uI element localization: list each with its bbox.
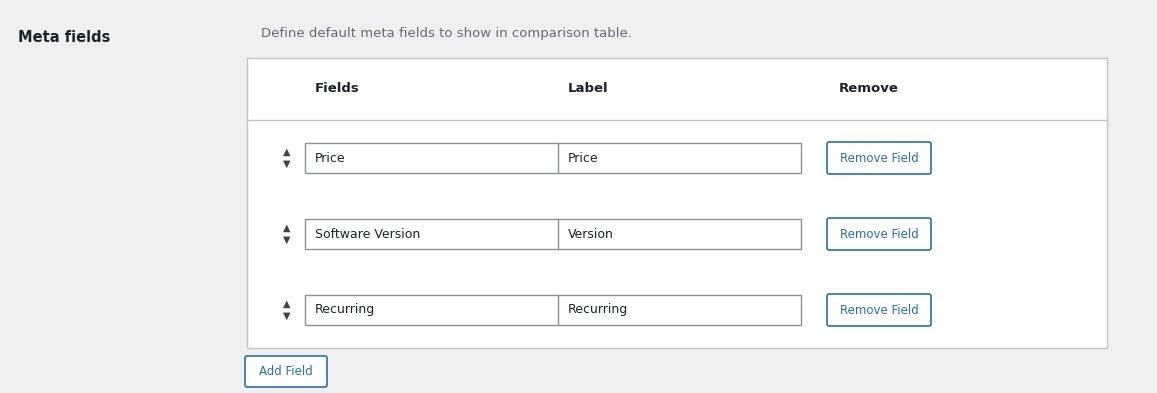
FancyBboxPatch shape bbox=[827, 218, 931, 250]
Text: Add Field: Add Field bbox=[259, 365, 312, 378]
Text: Price: Price bbox=[568, 151, 598, 165]
Text: Recurring: Recurring bbox=[568, 303, 628, 316]
Text: Fields: Fields bbox=[315, 83, 360, 95]
FancyBboxPatch shape bbox=[827, 294, 931, 326]
Text: ▼: ▼ bbox=[283, 311, 290, 321]
FancyBboxPatch shape bbox=[245, 356, 327, 387]
Bar bbox=[305, 295, 801, 325]
Text: ▲: ▲ bbox=[283, 147, 290, 157]
Text: Remove Field: Remove Field bbox=[840, 303, 919, 316]
FancyBboxPatch shape bbox=[827, 142, 931, 174]
Text: Remove Field: Remove Field bbox=[840, 228, 919, 241]
Text: ▼: ▼ bbox=[283, 159, 290, 169]
Text: Version: Version bbox=[568, 228, 614, 241]
Text: Remove: Remove bbox=[839, 83, 899, 95]
Bar bbox=[246, 58, 1107, 348]
Text: Remove Field: Remove Field bbox=[840, 151, 919, 165]
Bar bbox=[305, 219, 801, 249]
Text: Recurring: Recurring bbox=[315, 303, 375, 316]
Text: ▲: ▲ bbox=[283, 223, 290, 233]
Text: Define default meta fields to show in comparison table.: Define default meta fields to show in co… bbox=[261, 27, 632, 40]
Bar bbox=[305, 143, 801, 173]
Text: ▲: ▲ bbox=[283, 299, 290, 309]
Text: Meta fields: Meta fields bbox=[19, 31, 110, 46]
Text: ▼: ▼ bbox=[283, 235, 290, 245]
Text: Price: Price bbox=[315, 151, 346, 165]
Text: Label: Label bbox=[568, 83, 609, 95]
Text: Software Version: Software Version bbox=[315, 228, 420, 241]
